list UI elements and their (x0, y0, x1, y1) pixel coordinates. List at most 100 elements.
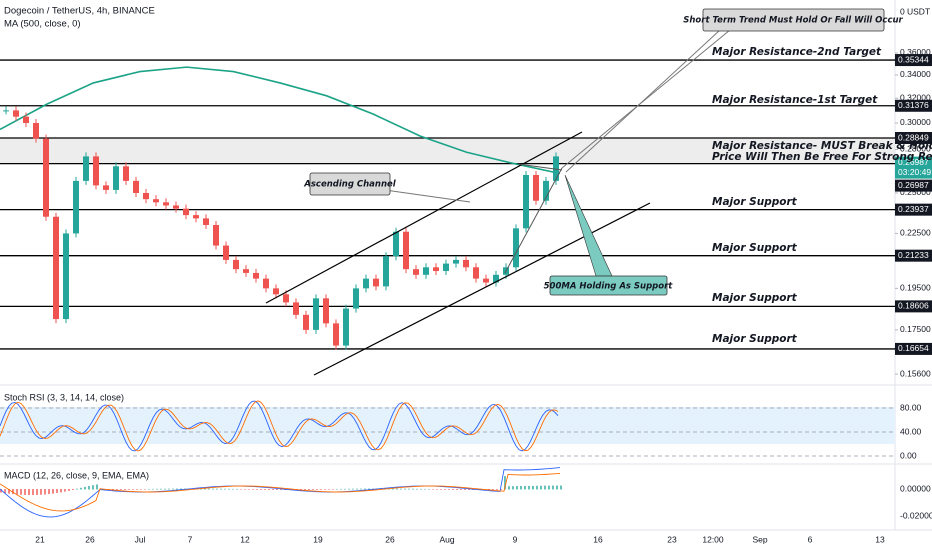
macd-hist (52, 489, 54, 494)
macd-hist (216, 488, 218, 490)
candle (323, 298, 329, 324)
x-tick-label: 7 (188, 534, 193, 544)
macd-hist (252, 489, 254, 490)
macd-tick-label: -0.02000 (900, 510, 932, 520)
candle (413, 269, 419, 275)
macd-hist (324, 489, 326, 490)
macd-hist (468, 489, 470, 490)
level-tag (895, 249, 932, 262)
macd-hist (36, 489, 38, 495)
macd-tick-label: 0.00000 (900, 483, 931, 493)
candle (203, 218, 209, 225)
candle (313, 298, 319, 330)
resistance-zone (0, 138, 895, 164)
macd-hist (332, 489, 334, 490)
macd-hist (72, 489, 74, 491)
macd-hist (200, 488, 202, 490)
x-tick-label: 26 (385, 534, 395, 544)
macd-hist (344, 488, 346, 490)
macd-hist (220, 488, 222, 490)
macd-hist (520, 486, 522, 490)
level-label: 0.18606 (898, 301, 929, 311)
macd-hist (44, 489, 46, 495)
x-tick-label: 6 (808, 534, 813, 544)
y-tick-label: 0.32000 (900, 92, 931, 102)
candle (453, 259, 459, 264)
candle (353, 288, 359, 309)
macd-hist (452, 489, 454, 490)
level-label: 0.28849 (898, 132, 929, 142)
symbol-title: Dogecoin / TetherUS, 4h, BINANCE (4, 6, 155, 17)
stoch-band (0, 407, 895, 444)
triangle-line (517, 163, 563, 171)
x-tick-label: Aug (439, 534, 454, 544)
candle (283, 294, 289, 303)
macd-hist (212, 488, 214, 490)
callout-pointer (384, 189, 471, 203)
macd-hist (360, 488, 362, 490)
macd-hist (224, 488, 226, 490)
candle (113, 166, 119, 190)
macd-hist (64, 489, 66, 492)
candle (463, 259, 469, 268)
macd-hist (208, 488, 210, 490)
candle (23, 116, 29, 123)
macd-hist (84, 486, 86, 490)
macd-hist (172, 488, 174, 490)
macd-hist (48, 489, 50, 495)
channel-line (265, 131, 583, 304)
x-tick-label: 9 (513, 534, 518, 544)
candle (93, 156, 99, 186)
macd-hist (340, 488, 342, 490)
stoch-d (0, 400, 559, 452)
macd-hist (80, 487, 82, 490)
macd-hist (116, 489, 118, 490)
candle (483, 278, 489, 283)
annotation: Major Support (712, 196, 798, 208)
candle (433, 267, 439, 272)
macd-hist (528, 485, 530, 490)
annotation: Major Support (712, 242, 798, 254)
candle (293, 302, 299, 315)
candle (153, 199, 159, 203)
candle (193, 215, 199, 219)
macd-hist (12, 489, 14, 495)
x-tick-label: Sep (752, 534, 767, 544)
level-label: 0.31376 (898, 100, 929, 110)
macd-hist (124, 489, 126, 490)
macd-hist (512, 486, 514, 490)
macd-hist (280, 489, 282, 490)
callout-box (549, 275, 668, 296)
macd-hist (40, 489, 42, 495)
macd-hist (364, 488, 366, 490)
macd-hist (20, 489, 22, 495)
macd-hist (24, 489, 26, 495)
candle (183, 208, 189, 216)
macd-line (0, 467, 561, 518)
level-label: 0.35344 (898, 54, 929, 64)
macd-hist (204, 488, 206, 490)
macd-hist (396, 488, 398, 490)
macd-hist (524, 485, 526, 490)
x-tick-label: 21 (35, 534, 45, 544)
macd-hist (176, 488, 178, 490)
candle (163, 202, 169, 206)
y-tick-label: 0.15600 (900, 368, 931, 378)
candle (173, 205, 179, 209)
level-label: 0.26987 (898, 180, 929, 190)
candle (543, 180, 549, 201)
annotation: Major Support (712, 333, 798, 345)
x-tick-label: 16 (593, 534, 603, 544)
macd-hist (164, 488, 166, 490)
x-tick-label: 12:00 (702, 534, 724, 544)
macd-title: MACD (12, 26, close, 9, EMA, EMA) (4, 470, 149, 480)
macd-hist (16, 489, 18, 495)
macd-hist (232, 488, 234, 490)
candle (33, 122, 39, 139)
candle (123, 166, 129, 181)
candle (443, 263, 449, 272)
macd-hist (28, 489, 30, 496)
macd-hist (180, 488, 182, 490)
macd-hist (464, 489, 466, 490)
